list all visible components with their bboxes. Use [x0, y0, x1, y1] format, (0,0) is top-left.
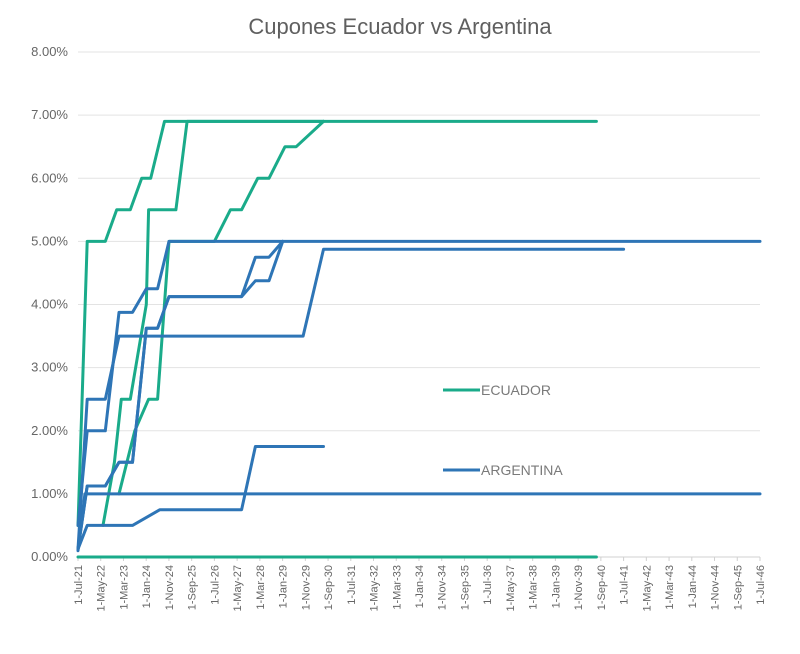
x-tick-label: 1-May-32 [369, 565, 381, 611]
series-line-ecuador [101, 119, 325, 527]
legend-label-ecuador: ECUADOR [481, 382, 551, 398]
x-tick-label: 1-Jan-29 [278, 565, 290, 608]
legend-label-argentina: ARGENTINA [481, 462, 563, 478]
y-tick-label: 6.00% [31, 170, 68, 185]
x-tick-label: 1-Jan-34 [414, 565, 426, 608]
x-tick-label: 1-Jul-46 [755, 565, 767, 605]
x-tick-label: 1-Jul-31 [346, 565, 358, 605]
series-line-argentina [76, 492, 762, 553]
series-line-argentina [76, 239, 762, 527]
x-tick-label: 1-Sep-35 [459, 565, 471, 610]
x-tick-label: 1-Mar-33 [391, 565, 403, 610]
series-line-argentina [76, 445, 325, 551]
x-tick-label: 1-Jul-26 [209, 565, 221, 605]
x-tick-label: 1-Sep-25 [187, 565, 199, 610]
series-line-argentina [76, 247, 626, 551]
y-tick-label: 3.00% [31, 360, 68, 375]
x-tick-label: 1-May-27 [232, 565, 244, 611]
x-tick-label: 1-Jul-36 [482, 565, 494, 605]
y-tick-label: 8.00% [31, 44, 68, 59]
series-line-argentina [76, 239, 285, 551]
x-tick-label: 1-Jan-24 [141, 565, 153, 608]
y-tick-label: 1.00% [31, 486, 68, 501]
x-tick-label: 1-Mar-38 [528, 565, 540, 610]
x-tick-label: 1-Jan-39 [550, 565, 562, 608]
x-tick-label: 1-Mar-28 [255, 565, 267, 610]
x-tick-label: 1-May-42 [641, 565, 653, 611]
y-tick-label: 4.00% [31, 297, 68, 312]
x-tick-label: 1-Sep-30 [323, 565, 335, 610]
x-tick-label: 1-Nov-29 [300, 565, 312, 610]
x-tick-label: 1-Jul-41 [619, 565, 631, 605]
x-tick-label: 1-Sep-45 [732, 565, 744, 610]
x-tick-label: 1-May-37 [505, 565, 517, 611]
series-line-ecuador [117, 119, 325, 496]
chart-title: Cupones Ecuador vs Argentina [248, 14, 552, 39]
y-tick-label: 7.00% [31, 107, 68, 122]
x-tick-label: 1-Nov-34 [437, 565, 449, 610]
x-tick-label: 1-Mar-43 [664, 565, 676, 610]
x-tick-label: 1-Jan-44 [687, 565, 699, 608]
y-tick-label: 5.00% [31, 233, 68, 248]
x-tick-label: 1-Jul-21 [73, 565, 85, 605]
x-tick-label: 1-Nov-24 [164, 565, 176, 610]
x-tick-label: 1-Mar-23 [118, 565, 130, 610]
y-tick-label: 2.00% [31, 423, 68, 438]
x-tick-label: 1-Sep-40 [596, 565, 608, 610]
x-tick-label: 1-May-22 [96, 565, 108, 611]
x-tick-label: 1-Nov-39 [573, 565, 585, 610]
series-line-ecuador [76, 119, 598, 527]
y-tick-label: 0.00% [31, 549, 68, 564]
x-tick-label: 1-Nov-44 [710, 565, 722, 610]
